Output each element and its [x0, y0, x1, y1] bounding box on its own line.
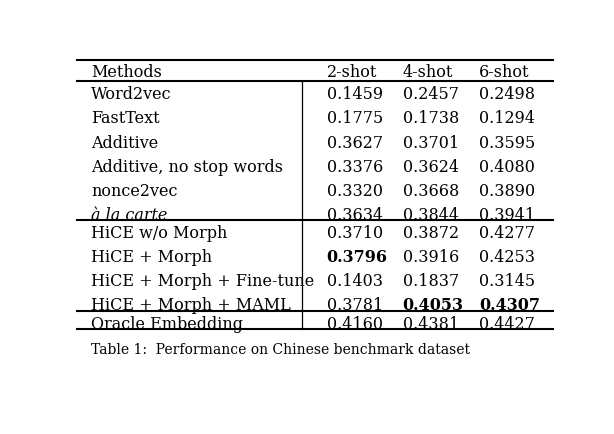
Text: 4-shot: 4-shot — [403, 64, 453, 81]
Text: à la carte: à la carte — [91, 207, 168, 224]
Text: 0.4253: 0.4253 — [479, 249, 535, 266]
Text: Oracle Embedding: Oracle Embedding — [91, 316, 243, 333]
Text: 0.3595: 0.3595 — [479, 135, 535, 151]
Text: 0.1837: 0.1837 — [403, 273, 459, 290]
Text: HiCE + Morph: HiCE + Morph — [91, 249, 212, 266]
Text: 0.3627: 0.3627 — [327, 135, 383, 151]
Text: 2-shot: 2-shot — [327, 64, 377, 81]
Text: 0.4381: 0.4381 — [403, 316, 459, 333]
Text: 0.3941: 0.3941 — [479, 207, 535, 224]
Text: Table 1:  Performance on Chinese benchmark dataset: Table 1: Performance on Chinese benchmar… — [91, 342, 470, 357]
Text: 0.3624: 0.3624 — [403, 158, 459, 176]
Text: 0.3320: 0.3320 — [327, 183, 383, 200]
Text: 0.3844: 0.3844 — [403, 207, 459, 224]
Text: 0.4053: 0.4053 — [403, 297, 464, 314]
Text: 0.4277: 0.4277 — [479, 225, 535, 242]
Text: 0.4427: 0.4427 — [479, 316, 535, 333]
Text: Additive: Additive — [91, 135, 158, 151]
Text: 0.2457: 0.2457 — [403, 86, 459, 103]
Text: 6-shot: 6-shot — [479, 64, 529, 81]
Text: 0.3376: 0.3376 — [327, 158, 383, 176]
Text: Word2vec: Word2vec — [91, 86, 172, 103]
Text: HiCE + Morph + MAML: HiCE + Morph + MAML — [91, 297, 291, 314]
Text: 0.4160: 0.4160 — [327, 316, 383, 333]
Text: Methods: Methods — [91, 64, 162, 81]
Text: 0.1775: 0.1775 — [327, 111, 383, 128]
Text: 0.1738: 0.1738 — [403, 111, 459, 128]
Text: 0.3781: 0.3781 — [327, 297, 383, 314]
Text: 0.3796: 0.3796 — [327, 249, 387, 266]
Text: 0.3916: 0.3916 — [403, 249, 459, 266]
Text: 0.3890: 0.3890 — [479, 183, 535, 200]
Text: 0.3701: 0.3701 — [403, 135, 459, 151]
Text: 0.3634: 0.3634 — [327, 207, 383, 224]
Text: 0.3872: 0.3872 — [403, 225, 459, 242]
Text: 0.2498: 0.2498 — [479, 86, 535, 103]
Text: 0.3668: 0.3668 — [403, 183, 459, 200]
Text: 0.3710: 0.3710 — [327, 225, 383, 242]
Text: nonce2vec: nonce2vec — [91, 183, 177, 200]
Text: HiCE w/o Morph: HiCE w/o Morph — [91, 225, 227, 242]
Text: FastText: FastText — [91, 111, 160, 128]
Text: 0.1459: 0.1459 — [327, 86, 383, 103]
Text: HiCE + Morph + Fine-tune: HiCE + Morph + Fine-tune — [91, 273, 314, 290]
Text: 0.1294: 0.1294 — [479, 111, 535, 128]
Text: 0.1403: 0.1403 — [327, 273, 383, 290]
Text: 0.4307: 0.4307 — [479, 297, 540, 314]
Text: 0.3145: 0.3145 — [479, 273, 535, 290]
Text: Additive, no stop words: Additive, no stop words — [91, 158, 283, 176]
Text: 0.4080: 0.4080 — [479, 158, 535, 176]
